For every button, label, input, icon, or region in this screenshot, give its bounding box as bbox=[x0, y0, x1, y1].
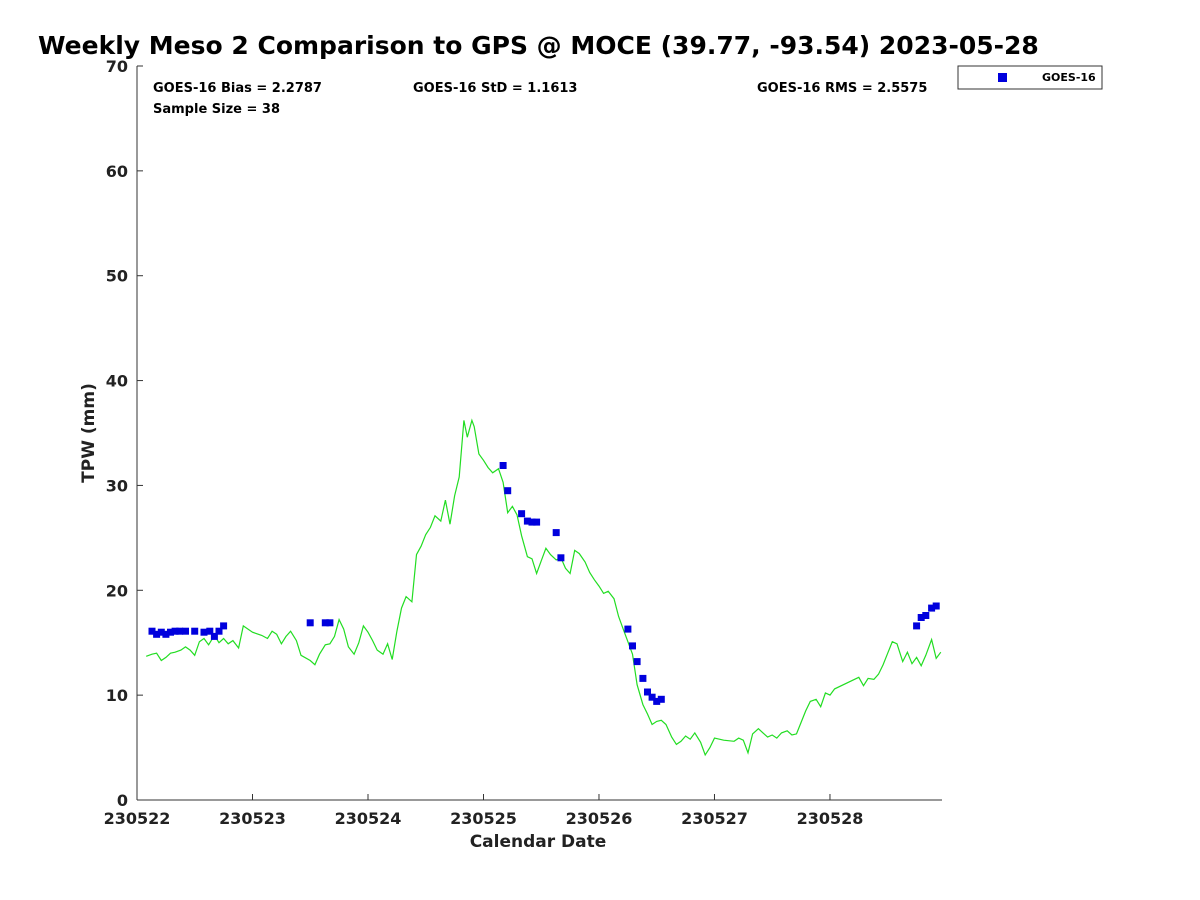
goes16-point bbox=[148, 627, 156, 635]
goes16-point bbox=[191, 627, 199, 635]
x-tick-label: 230527 bbox=[681, 809, 748, 828]
plot-area bbox=[137, 66, 942, 800]
series-layer bbox=[145, 418, 942, 757]
goes16-point bbox=[306, 619, 314, 627]
goes16-point bbox=[153, 630, 161, 638]
goes16-point bbox=[629, 642, 636, 650]
goes16-point bbox=[171, 627, 179, 635]
y-tick-label: 20 bbox=[106, 581, 128, 600]
stat-rms: GOES-16 RMS = 2.5575 bbox=[757, 81, 927, 96]
goes16-point bbox=[162, 630, 170, 638]
goes16-point bbox=[657, 695, 665, 703]
goes16-point bbox=[552, 529, 560, 537]
y-tick-label: 50 bbox=[106, 267, 128, 286]
goes16-point bbox=[633, 658, 641, 666]
goes16-point bbox=[648, 693, 656, 701]
goes16-point bbox=[200, 628, 208, 636]
goes16-point bbox=[639, 674, 647, 682]
stat-bias: GOES-16 Bias = 2.2787 bbox=[153, 81, 322, 96]
goes16-point bbox=[220, 622, 228, 630]
x-tick-label: 230523 bbox=[219, 809, 286, 828]
y-ticks: 0 10 20 30 40 50 60 70 bbox=[106, 57, 143, 810]
goes16-point bbox=[326, 619, 334, 627]
legend-marker-goes16 bbox=[998, 73, 1007, 82]
legend-box bbox=[957, 65, 1103, 90]
goes16-point bbox=[932, 602, 940, 610]
goes16-point bbox=[206, 627, 214, 635]
gps-tpw-line bbox=[145, 418, 942, 757]
y-tick-label: 40 bbox=[106, 372, 128, 391]
y-tick-label: 0 bbox=[117, 791, 128, 810]
x-tick-label: 230526 bbox=[566, 809, 633, 828]
x-tick-label: 230528 bbox=[797, 809, 864, 828]
y-tick-label: 10 bbox=[106, 686, 128, 705]
goes16-point bbox=[215, 627, 223, 635]
goes16-point bbox=[917, 614, 925, 621]
goes16-point bbox=[533, 518, 541, 526]
goes16-point bbox=[176, 627, 184, 635]
goes16-point bbox=[922, 612, 930, 619]
goes16-point bbox=[928, 604, 936, 612]
goes16-point bbox=[518, 510, 526, 518]
x-tick-label: 230522 bbox=[104, 809, 171, 828]
goes16-point bbox=[557, 554, 565, 562]
y-tick-label: 60 bbox=[106, 162, 128, 181]
stat-sample-size: Sample Size = 38 bbox=[153, 102, 280, 117]
x-tick-label: 230525 bbox=[450, 809, 517, 828]
goes16-point bbox=[653, 697, 661, 705]
goes16-point bbox=[210, 632, 218, 640]
goes16-point bbox=[499, 462, 507, 469]
chart-title: Weekly Meso 2 Comparison to GPS @ MOCE (… bbox=[38, 31, 1039, 60]
y-tick-label: 30 bbox=[106, 476, 128, 495]
goes16-point bbox=[504, 487, 512, 495]
goes16-point bbox=[167, 628, 174, 636]
goes16-point bbox=[182, 627, 189, 635]
legend-label-goes16: GOES-16 bbox=[1042, 71, 1096, 84]
y-axis-label: TPW (mm) bbox=[79, 383, 99, 483]
goes16-point bbox=[321, 619, 329, 627]
x-axis-label: Calendar Date bbox=[470, 832, 607, 852]
goes16-point bbox=[523, 517, 531, 525]
x-tick-label: 230524 bbox=[335, 809, 402, 828]
goes16-point bbox=[644, 688, 651, 696]
goes16-point bbox=[913, 622, 921, 630]
legend: GOES-16 bbox=[957, 65, 1103, 90]
goes16-point bbox=[157, 628, 165, 636]
y-tick-label: 70 bbox=[106, 57, 128, 76]
goes16-point bbox=[528, 518, 536, 526]
x-ticks: 230522 230523 230524 230525 230526 230527 2305… bbox=[104, 794, 864, 828]
goes16-point bbox=[624, 625, 632, 633]
stat-std: GOES-16 StD = 1.1613 bbox=[413, 81, 577, 96]
